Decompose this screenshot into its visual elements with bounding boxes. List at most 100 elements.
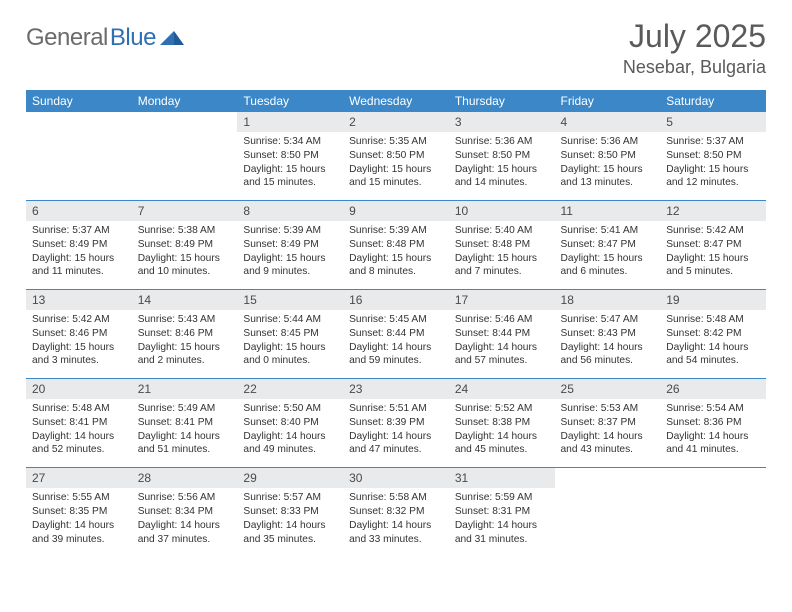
sunset-text: Sunset: 8:47 PM [666,238,760,252]
sunrise-text: Sunrise: 5:41 AM [561,224,655,238]
week-content-row: Sunrise: 5:34 AM Sunset: 8:50 PM Daylight:… [26,132,766,201]
daylight-text: Daylight: 15 hours and 12 minutes. [666,163,760,191]
day-number: 10 [449,201,555,221]
day-number: 19 [660,290,766,310]
day-number: 28 [132,468,238,488]
day-cell: 26 [660,379,766,400]
daylight-text: Daylight: 14 hours and 45 minutes. [455,430,549,458]
day-cell: 3 [449,112,555,132]
day-content: Sunrise: 5:52 AMSunset: 8:38 PMDaylight:… [449,399,555,468]
day-number: 7 [132,201,238,221]
sunset-text: Sunset: 8:48 PM [455,238,549,252]
sunrise-text: Sunrise: 5:39 AM [349,224,443,238]
day-cell: 31 [449,468,555,489]
day-cell: 25 [555,379,661,400]
daylight-text: Daylight: 15 hours and 15 minutes. [243,163,337,191]
day-number: 3 [449,112,555,132]
day-detail: Sunrise: 5:42 AMSunset: 8:46 PMDaylight:… [26,310,132,378]
sunrise-text: Sunrise: 5:48 AM [32,402,126,416]
dow-monday: Monday [132,90,238,112]
day-cell: 27 [26,468,132,489]
day-cell: 19 [660,290,766,311]
day-cell: 17 [449,290,555,311]
day-detail: Sunrise: 5:57 AMSunset: 8:33 PMDaylight:… [237,488,343,556]
day-content: Sunrise: 5:37 AMSunset: 8:50 PMDaylight:… [660,132,766,201]
daylight-text: Daylight: 15 hours and 11 minutes. [32,252,126,280]
day-content: Sunrise: 5:54 AMSunset: 8:36 PMDaylight:… [660,399,766,468]
sunset-text: Sunset: 8:38 PM [455,416,549,430]
day-number: 22 [237,379,343,399]
day-content [26,132,132,201]
day-content: Sunrise: 5:45 AMSunset: 8:44 PMDaylight:… [343,310,449,379]
sunrise-text: Sunrise: 5:47 AM [561,313,655,327]
day-cell: 12 [660,201,766,222]
daylight-text: Daylight: 15 hours and 7 minutes. [455,252,549,280]
brand-right: Blue [110,24,156,52]
day-detail: Sunrise: 5:36 AMSunset: 8:50 PMDaylight:… [449,132,555,200]
day-content: Sunrise: 5:59 AMSunset: 8:31 PMDaylight:… [449,488,555,556]
calendar-table: Sunday Monday Tuesday Wednesday Thursday… [26,90,766,556]
day-number: 31 [449,468,555,488]
daylight-text: Daylight: 15 hours and 6 minutes. [561,252,655,280]
sunrise-text: Sunrise: 5:51 AM [349,402,443,416]
day-cell: 6 [26,201,132,222]
daylight-text: Daylight: 14 hours and 35 minutes. [243,519,337,547]
sunrise-text: Sunrise: 5:34 AM [243,135,337,149]
day-content: Sunrise: 5:57 AMSunset: 8:33 PMDaylight:… [237,488,343,556]
day-detail: Sunrise: 5:44 AMSunset: 8:45 PMDaylight:… [237,310,343,378]
day-detail: Sunrise: 5:36 AMSunset: 8:50 PMDaylight:… [555,132,661,200]
sunrise-text: Sunrise: 5:58 AM [349,491,443,505]
sunrise-text: Sunrise: 5:37 AM [32,224,126,238]
day-detail: Sunrise: 5:53 AMSunset: 8:37 PMDaylight:… [555,399,661,467]
sunset-text: Sunset: 8:33 PM [243,505,337,519]
day-content: Sunrise: 5:49 AMSunset: 8:41 PMDaylight:… [132,399,238,468]
day-number: 9 [343,201,449,221]
day-detail: Sunrise: 5:47 AMSunset: 8:43 PMDaylight:… [555,310,661,378]
day-detail: Sunrise: 5:46 AMSunset: 8:44 PMDaylight:… [449,310,555,378]
day-cell: 4 [555,112,661,132]
sunrise-text: Sunrise: 5:42 AM [666,224,760,238]
sunrise-text: Sunrise: 5:35 AM [349,135,443,149]
day-content: Sunrise: 5:51 AMSunset: 8:39 PMDaylight:… [343,399,449,468]
day-cell: 11 [555,201,661,222]
day-detail: Sunrise: 5:37 AMSunset: 8:50 PMDaylight:… [660,132,766,200]
day-content: Sunrise: 5:53 AMSunset: 8:37 PMDaylight:… [555,399,661,468]
day-content: Sunrise: 5:42 AMSunset: 8:47 PMDaylight:… [660,221,766,290]
sunset-text: Sunset: 8:45 PM [243,327,337,341]
sunrise-text: Sunrise: 5:59 AM [455,491,549,505]
sunset-text: Sunset: 8:50 PM [455,149,549,163]
day-cell: 23 [343,379,449,400]
day-detail: Sunrise: 5:50 AMSunset: 8:40 PMDaylight:… [237,399,343,467]
day-number: 4 [555,112,661,132]
day-number: 8 [237,201,343,221]
brand-mark-icon [160,27,184,50]
week-content-row: Sunrise: 5:55 AMSunset: 8:35 PMDaylight:… [26,488,766,556]
title-block: July 2025 Nesebar, Bulgaria [623,18,766,78]
daylight-text: Daylight: 15 hours and 3 minutes. [32,341,126,369]
sunset-text: Sunset: 8:34 PM [138,505,232,519]
day-cell: 1 [237,112,343,132]
day-detail: Sunrise: 5:43 AMSunset: 8:46 PMDaylight:… [132,310,238,378]
dow-header-row: Sunday Monday Tuesday Wednesday Thursday… [26,90,766,112]
sunset-text: Sunset: 8:47 PM [561,238,655,252]
day-content: Sunrise: 5:58 AMSunset: 8:32 PMDaylight:… [343,488,449,556]
dow-sunday: Sunday [26,90,132,112]
week-content-row: Sunrise: 5:42 AMSunset: 8:46 PMDaylight:… [26,310,766,379]
brand-logo: GeneralBlue [26,18,184,52]
daylight-text: Daylight: 15 hours and 0 minutes. [243,341,337,369]
day-content: Sunrise: 5:50 AMSunset: 8:40 PMDaylight:… [237,399,343,468]
day-number [555,468,661,474]
daylight-text: Daylight: 15 hours and 15 minutes. [349,163,443,191]
day-cell: 21 [132,379,238,400]
sunrise-text: Sunrise: 5:49 AM [138,402,232,416]
day-cell [26,112,132,132]
day-number: 24 [449,379,555,399]
day-content: Sunrise: 5:47 AMSunset: 8:43 PMDaylight:… [555,310,661,379]
day-cell: 5 [660,112,766,132]
day-detail [26,132,132,195]
day-cell: 30 [343,468,449,489]
day-number: 1 [237,112,343,132]
day-number: 5 [660,112,766,132]
day-content: Sunrise: 5:36 AMSunset: 8:50 PMDaylight:… [449,132,555,201]
day-cell: 14 [132,290,238,311]
